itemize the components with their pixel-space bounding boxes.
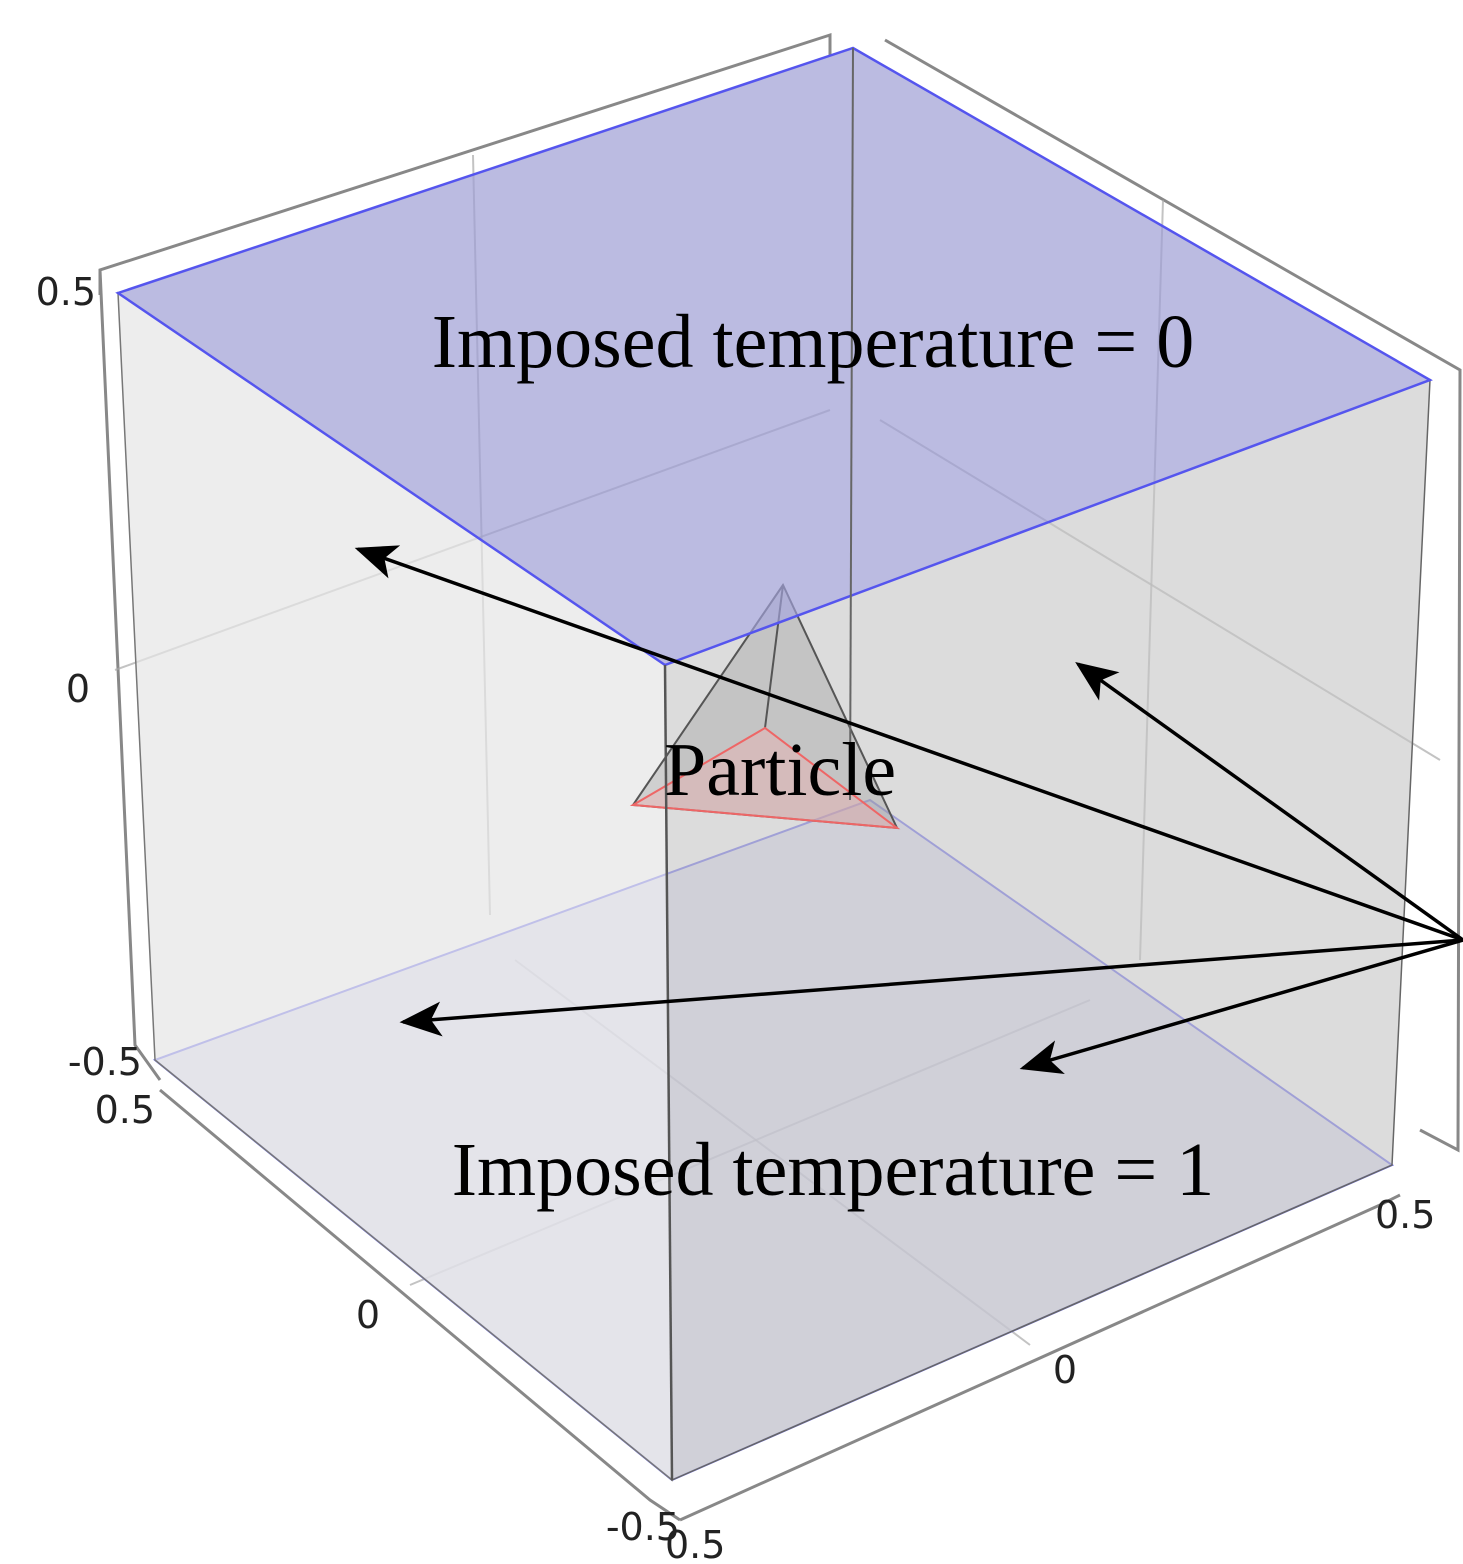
tick-label: 0 (1053, 1348, 1077, 1392)
tick-label: -0.5 (68, 1040, 142, 1084)
tick-label: 0.5 (665, 1523, 725, 1564)
top-label: Imposed temperature = 0 (432, 300, 1195, 384)
diagram: Imposed temperature = 0 Particle Imposed… (0, 0, 1463, 1564)
tick-label: 0.5 (1375, 1193, 1435, 1237)
bottom-label: Imposed temperature = 1 (452, 1128, 1215, 1212)
tick-label: 0.5 (36, 270, 96, 314)
tick-label: 0 (66, 667, 90, 711)
tick-label: 0.5 (95, 1088, 155, 1132)
tick-label: 0 (356, 1293, 380, 1337)
particle-label: Particle (664, 728, 896, 812)
